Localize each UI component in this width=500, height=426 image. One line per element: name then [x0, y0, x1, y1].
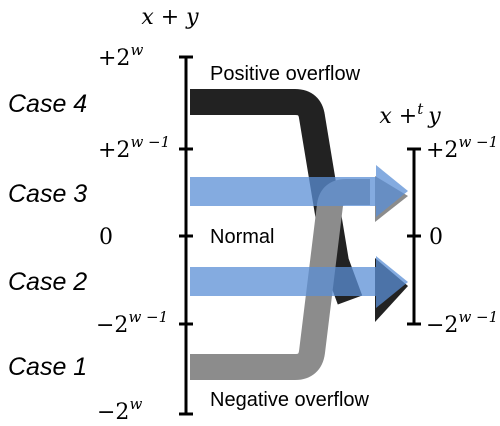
- case2-arrowhead: [376, 256, 408, 308]
- case4-positive-overflow-arrow: [190, 89, 363, 305]
- tick-prefix: +2: [98, 46, 130, 71]
- right-tick-label: 0: [429, 225, 443, 250]
- case-label-1: Case 1: [8, 353, 87, 381]
- tick-exponent: w −1: [128, 308, 168, 326]
- case-label-4: Case 4: [8, 90, 87, 118]
- tick-prefix: −2: [96, 313, 128, 338]
- left-tick-label: −2w −1: [96, 308, 168, 338]
- tick-exponent: w −1: [458, 308, 498, 326]
- left-tick-label: +2w: [98, 41, 143, 71]
- right-axis-title: x +t y: [379, 100, 441, 129]
- tick-prefix: −2: [426, 313, 458, 338]
- left-axis-title: x + y: [141, 5, 199, 30]
- tick-prefix: −2: [97, 400, 129, 425]
- positive-overflow-label: Positive overflow: [210, 63, 361, 85]
- tick-prefix: +2: [98, 138, 130, 163]
- tick-prefix: 0: [429, 225, 443, 250]
- case-label-2: Case 2: [8, 268, 87, 296]
- left-tick-label: −2w: [97, 395, 142, 425]
- tick-exponent: w: [129, 395, 142, 413]
- case-label-3: Case 3: [8, 180, 87, 208]
- left-tick-label: 0: [99, 225, 113, 250]
- right-axis-title-op: t: [417, 100, 424, 118]
- tick-exponent: w: [130, 41, 143, 59]
- right-axis-title-base: x +: [379, 104, 417, 129]
- right-tick-label: +2w −1: [426, 133, 498, 163]
- tick-exponent: w −1: [458, 133, 498, 151]
- case2-normal-arrow: [190, 267, 376, 296]
- tick-prefix: 0: [99, 225, 113, 250]
- normal-label: Normal: [210, 226, 274, 248]
- right-axis-title-var: y: [427, 104, 441, 129]
- tick-exponent: w −1: [130, 133, 170, 151]
- negative-overflow-label: Negative overflow: [210, 389, 370, 411]
- case3-normal-arrow: [190, 177, 376, 206]
- case3-arrowhead: [376, 165, 408, 217]
- left-tick-label: +2w −1: [98, 133, 170, 163]
- tick-prefix: +2: [426, 138, 458, 163]
- right-tick-label: −2w −1: [426, 308, 498, 338]
